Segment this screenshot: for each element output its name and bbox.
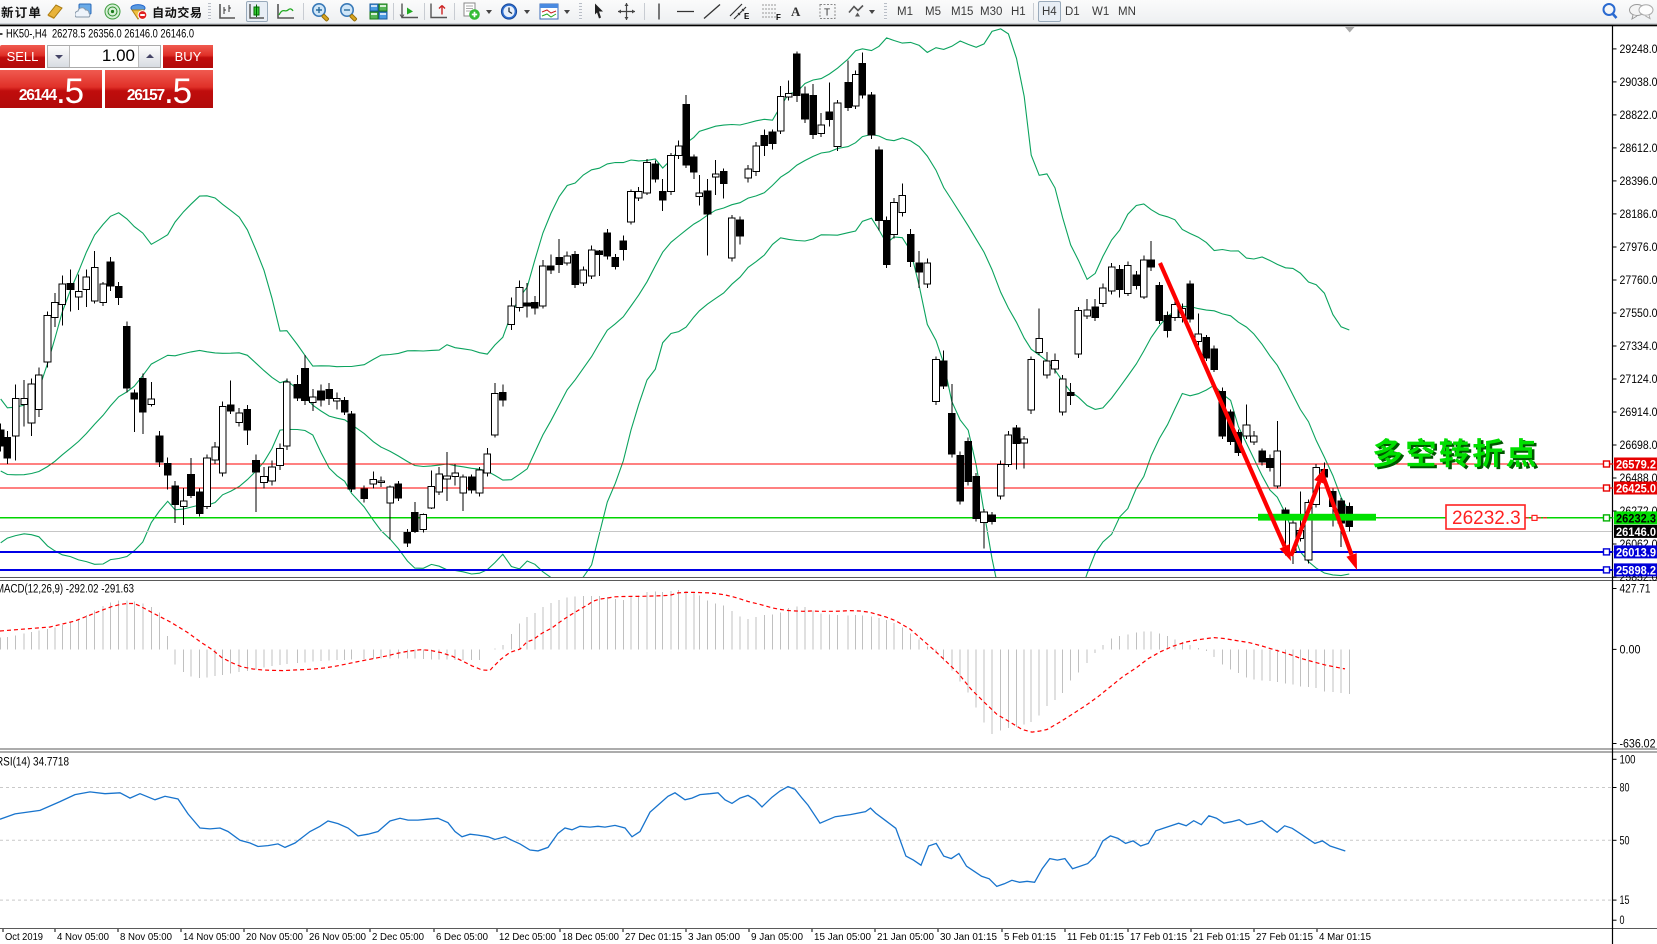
svg-text:26013.9: 26013.9 [1616,547,1656,559]
svg-text:6 Dec 05:00: 6 Dec 05:00 [436,931,488,943]
svg-text:26914.0: 26914.0 [1620,407,1657,419]
svg-text:0: 0 [1620,915,1625,927]
svg-text:5 Feb 01:15: 5 Feb 01:15 [1004,931,1056,943]
svg-text:18 Dec 05:00: 18 Dec 05:00 [562,931,619,943]
svg-text:26232.3: 26232.3 [1616,513,1656,525]
svg-text:27976.0: 27976.0 [1620,242,1657,254]
svg-text:100: 100 [1620,754,1636,766]
svg-text:T: T [824,8,830,19]
svg-text:3 Jan 05:00: 3 Jan 05:00 [688,931,740,943]
svg-text:27334.0: 27334.0 [1620,341,1657,353]
svg-text:21 Feb 01:15: 21 Feb 01:15 [1193,931,1250,943]
svg-text:80: 80 [1620,783,1630,795]
svg-text:14 Nov 05:00: 14 Nov 05:00 [183,931,240,943]
svg-text:0.00: 0.00 [1620,644,1641,656]
svg-text:15: 15 [1620,895,1630,907]
svg-text:26146.0: 26146.0 [1616,527,1656,539]
svg-text:427.71: 427.71 [1620,584,1651,596]
svg-text:8 Nov 05:00: 8 Nov 05:00 [120,931,172,943]
svg-text:50: 50 [1620,835,1630,847]
svg-text:15 Jan 05:00: 15 Jan 05:00 [814,931,871,943]
svg-text:4 Nov 05:00: 4 Nov 05:00 [57,931,109,943]
svg-text:28186.0: 28186.0 [1620,209,1657,221]
svg-text:11 Feb 01:15: 11 Feb 01:15 [1067,931,1124,943]
svg-text:MACD(12,26,9) -292.02 -291.63: MACD(12,26,9) -292.02 -291.63 [0,584,134,596]
svg-text:17 Feb 01:15: 17 Feb 01:15 [1130,931,1187,943]
svg-text:Oct 2019: Oct 2019 [5,931,43,943]
svg-text:9 Jan 05:00: 9 Jan 05:00 [751,931,803,943]
svg-text:E: E [744,12,750,21]
svg-text:2 Dec 05:00: 2 Dec 05:00 [372,931,424,943]
svg-text:26 Nov 05:00: 26 Nov 05:00 [309,931,366,943]
svg-text:26232.3: 26232.3 [1452,508,1521,529]
svg-text:30 Jan 01:15: 30 Jan 01:15 [940,931,997,943]
svg-text:21 Jan 05:00: 21 Jan 05:00 [877,931,934,943]
svg-text:26425.0: 26425.0 [1616,484,1656,496]
svg-text:28612.0: 28612.0 [1620,143,1657,155]
svg-text:29248.0: 29248.0 [1620,44,1657,56]
svg-text:28396.0: 28396.0 [1620,176,1657,188]
svg-text:26698.0: 26698.0 [1620,440,1657,452]
svg-text:12 Dec 05:00: 12 Dec 05:00 [499,931,556,943]
svg-text:27550.0: 27550.0 [1620,308,1657,320]
svg-text:4 Mar 01:15: 4 Mar 01:15 [1319,931,1371,943]
svg-text:-636.02: -636.02 [1620,739,1656,751]
svg-text:F: F [776,13,781,22]
svg-text:27124.0: 27124.0 [1620,374,1657,386]
svg-text:RSI(14) 34.7718: RSI(14) 34.7718 [0,757,69,769]
svg-text:27 Dec 01:15: 27 Dec 01:15 [625,931,682,943]
svg-text:26579.2: 26579.2 [1616,460,1656,472]
svg-text:28822.0: 28822.0 [1620,110,1657,122]
svg-text:25898.2: 25898.2 [1616,565,1656,577]
svg-text:20 Nov 05:00: 20 Nov 05:00 [246,931,303,943]
svg-text:29038.0: 29038.0 [1620,77,1657,89]
svg-text:27760.0: 27760.0 [1620,275,1657,287]
svg-text:27 Feb 01:15: 27 Feb 01:15 [1256,931,1313,943]
svg-text:HK50-,H4 26278.5 26356.0 2614: HK50-,H4 26278.5 26356.0 26146.0 26146.0 [6,29,194,41]
